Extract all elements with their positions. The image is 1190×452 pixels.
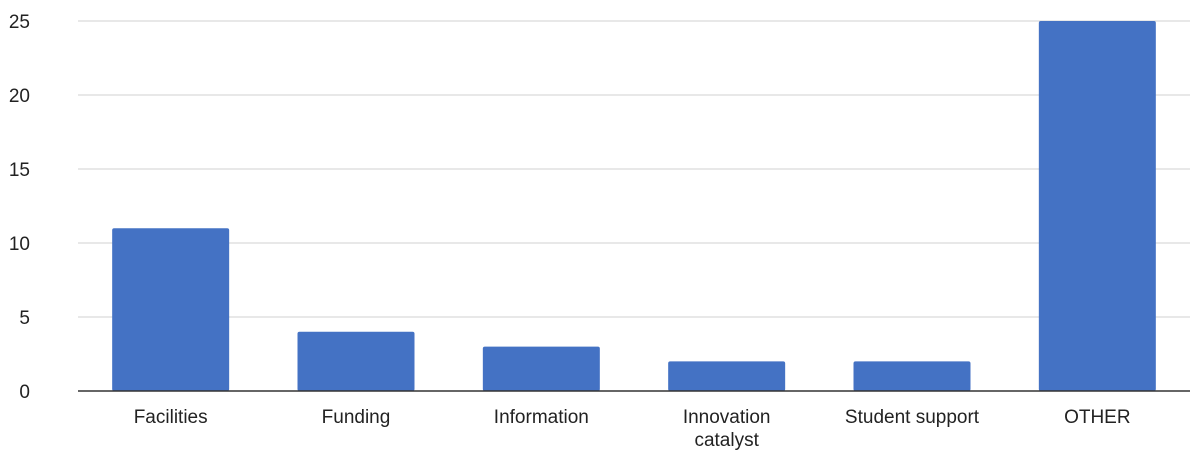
x-category-label: Information bbox=[494, 407, 589, 428]
y-tick-label: 5 bbox=[19, 308, 30, 329]
x-category-label: Student support bbox=[845, 407, 980, 428]
x-category-label: OTHER bbox=[1064, 407, 1131, 428]
bars bbox=[112, 21, 1156, 391]
y-tick-label: 15 bbox=[9, 160, 30, 181]
y-tick-label: 10 bbox=[9, 234, 30, 255]
x-category-label: Facilities bbox=[134, 407, 208, 428]
y-tick-label: 20 bbox=[9, 86, 30, 107]
bar bbox=[668, 361, 786, 391]
x-category-label: catalyst bbox=[694, 430, 759, 451]
x-category-label: Funding bbox=[322, 407, 391, 428]
gridlines bbox=[78, 20, 1190, 318]
bar bbox=[482, 346, 600, 391]
y-tick-label: 25 bbox=[9, 12, 30, 33]
x-category-label: Innovation bbox=[683, 407, 771, 428]
bar bbox=[853, 361, 971, 391]
x-axis-labels: Facilities Funding Information Innovationca… bbox=[134, 407, 1131, 451]
bar bbox=[112, 228, 230, 391]
bar bbox=[1038, 21, 1156, 391]
bar bbox=[297, 331, 415, 391]
y-tick-label: 0 bbox=[19, 382, 30, 403]
y-axis-ticks: 0 5 10 15 20 25 bbox=[9, 12, 30, 403]
